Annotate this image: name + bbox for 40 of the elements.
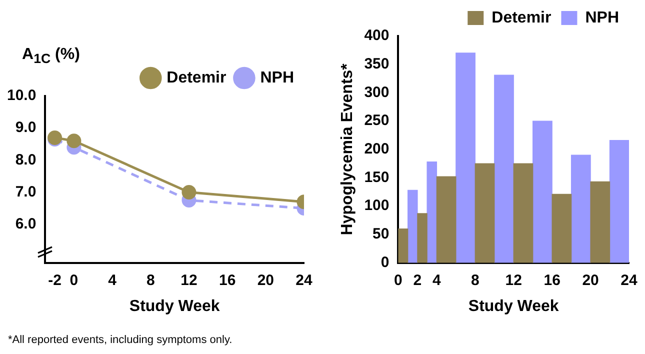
legend-label: Detemir xyxy=(166,69,226,86)
x-tick-label: 8 xyxy=(146,272,155,289)
x-tick-label: 24 xyxy=(296,272,313,289)
y-tick-label: 7.0 xyxy=(15,183,36,200)
point xyxy=(66,134,82,148)
y-tick-label: 150 xyxy=(364,168,390,186)
y-tick-label: 50 xyxy=(372,226,390,243)
x-tick-label: 2 xyxy=(413,272,422,289)
y-tick-label: 8.0 xyxy=(15,151,36,168)
x-tick-label: 4 xyxy=(432,272,442,289)
x-tick-label: 24 xyxy=(620,272,638,289)
y-tick-label: 400 xyxy=(364,27,390,44)
legend-label: Detemir xyxy=(492,9,552,26)
y-tick-label: 10.0 xyxy=(6,87,36,104)
y-axis-title: Hypoglycemia Events* xyxy=(339,62,356,236)
y-tick-label: 350 xyxy=(364,55,390,72)
y-tick-label: 6.0 xyxy=(15,215,36,232)
y-tick-label: 300 xyxy=(364,84,390,101)
x-tick-label: 12 xyxy=(180,272,198,289)
x-tick-label: 12 xyxy=(505,272,522,289)
y-tick-label: 100 xyxy=(364,197,390,214)
legend-label: NPH xyxy=(585,9,619,26)
x-tick-label: 16 xyxy=(218,272,236,289)
x-tick-label: 0 xyxy=(70,272,78,289)
x-tick-label: 20 xyxy=(582,272,599,289)
x-tick-label: 0 xyxy=(394,272,402,289)
legend-label: NPH xyxy=(260,69,294,86)
x-tick-label: 20 xyxy=(257,272,274,289)
y-tick-label: 9.0 xyxy=(15,119,36,136)
x-tick-label: 4 xyxy=(108,272,118,289)
text: *All reported events, including symptoms only. xyxy=(8,334,232,346)
x-axis-title: Study Week xyxy=(129,298,220,315)
y-axis-title: A$_{1C}$ (%) xyxy=(22,46,80,66)
y-tick-label: 0 xyxy=(380,254,390,271)
x-axis-title: Study Week xyxy=(468,298,559,315)
x-tick-label: -2 xyxy=(48,272,62,289)
x-tick-label: 8 xyxy=(470,272,480,289)
y-tick-label: 250 xyxy=(364,112,390,130)
y-tick-label: 200 xyxy=(364,140,390,158)
x-tick-label: 16 xyxy=(544,272,560,289)
